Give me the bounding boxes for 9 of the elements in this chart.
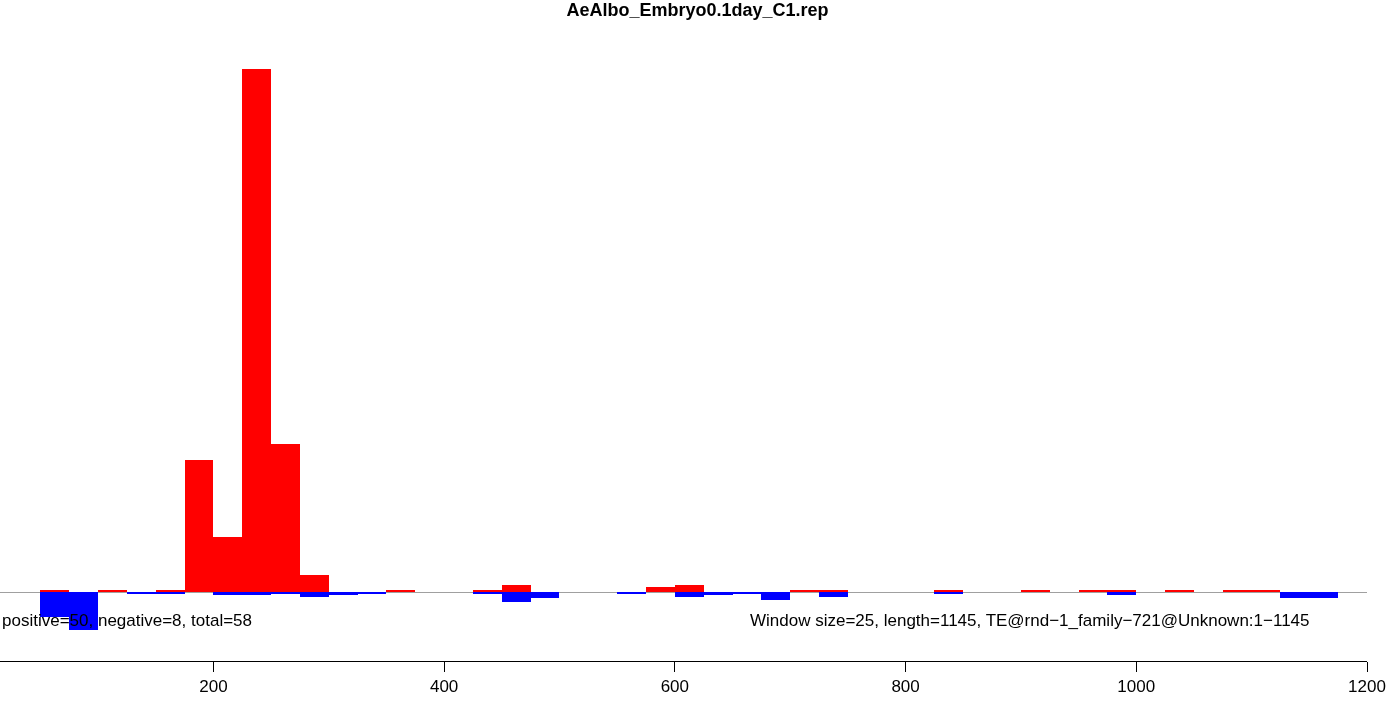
x-tick-label: 1000	[1117, 677, 1156, 697]
x-tick-label: 200	[199, 677, 228, 697]
x-tick-label: 800	[891, 677, 920, 697]
chart-title: AeAlbo_Embryo0.1day_C1.rep	[566, 0, 829, 21]
x-tick-label: 600	[660, 677, 690, 697]
bar	[819, 592, 848, 597]
x-tick-label: 400	[429, 677, 459, 697]
x-tick-label: 1200	[1348, 677, 1386, 697]
annotation: Window size=25, length=1145, TE@rnd−1_family−721@Unknown:1−1145	[750, 611, 1310, 630]
